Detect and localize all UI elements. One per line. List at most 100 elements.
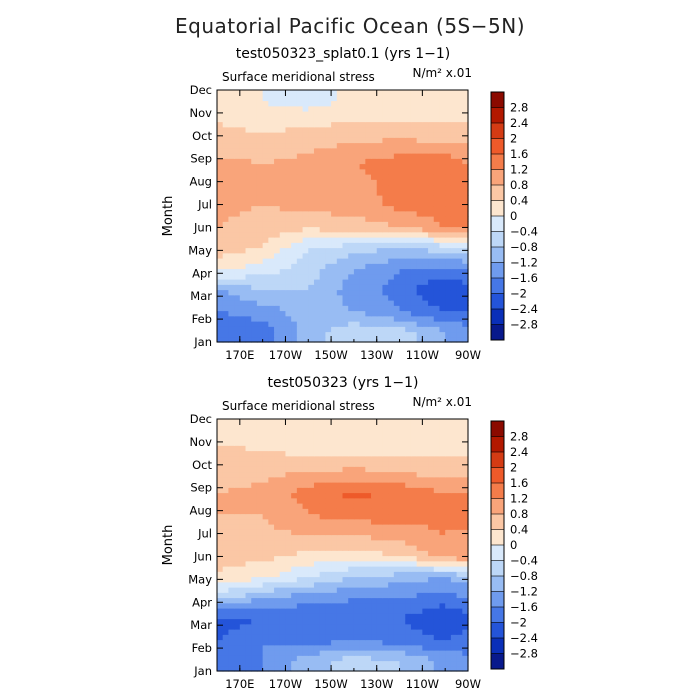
heatmap-cell [256, 195, 264, 201]
heatmap-cell [388, 90, 395, 96]
heatmap-cell [234, 189, 241, 196]
heatmap-cell [359, 597, 366, 604]
heatmap-cell [388, 179, 395, 186]
heatmap-cell [410, 331, 418, 338]
heatmap-cell [302, 305, 309, 312]
heatmap-cell [428, 555, 435, 562]
heatmap-cell [416, 440, 423, 446]
heatmap-cell [228, 242, 235, 249]
heatmap-cell [450, 252, 458, 259]
heatmap-cell [462, 550, 469, 557]
heatmap-cell [353, 137, 361, 144]
heatmap-cell [228, 608, 235, 614]
heatmap-cell [342, 492, 349, 499]
heatmap-cell [291, 592, 298, 599]
heatmap-cell [302, 95, 309, 102]
heatmap-cell [405, 247, 412, 254]
heatmap-cell [359, 419, 366, 425]
heatmap-cell [445, 608, 452, 614]
heatmap-cell [342, 587, 349, 593]
heatmap-cell [405, 195, 412, 201]
heatmap-cell [239, 602, 247, 609]
heatmap-cell [371, 665, 378, 672]
heatmap-cell [348, 137, 355, 144]
heatmap-cell [388, 305, 395, 312]
heatmap-cell [228, 252, 235, 259]
heatmap-cell [422, 163, 429, 170]
heatmap-cell [308, 179, 315, 186]
heatmap-cell [336, 132, 344, 138]
heatmap-cell [274, 168, 281, 175]
heatmap-cell [371, 336, 378, 343]
heatmap-cell [331, 466, 338, 473]
heatmap-cell [439, 184, 446, 191]
heatmap-cell [348, 434, 355, 441]
heatmap-cell [279, 200, 287, 207]
heatmap-cell [342, 247, 349, 254]
heatmap-cell [268, 518, 275, 525]
heatmap-cell [462, 95, 469, 102]
heatmap-cell [348, 147, 355, 154]
heatmap-cell [302, 639, 309, 646]
heatmap-cell [416, 336, 423, 343]
heatmap-cell [262, 252, 269, 259]
heatmap-cell [313, 592, 321, 599]
heatmap-cell [239, 168, 247, 175]
heatmap-cell [228, 105, 235, 112]
heatmap-cell [296, 529, 304, 536]
heatmap-cell [348, 450, 355, 457]
heatmap-cell [399, 158, 406, 165]
heatmap-cell [296, 247, 304, 254]
heatmap-cell [428, 137, 435, 144]
heatmap-cell [313, 539, 321, 546]
heatmap-cell [348, 231, 355, 238]
heatmap-cell [433, 592, 441, 599]
heatmap-cell [410, 231, 418, 238]
heatmap-cell [428, 608, 435, 614]
heatmap-cell [433, 571, 441, 578]
heatmap-cell [445, 497, 452, 504]
heatmap-cell [462, 571, 469, 578]
heatmap-cell [313, 534, 321, 541]
heatmap-cell [308, 100, 315, 107]
heatmap-cell [217, 450, 224, 457]
heatmap-cell [445, 221, 452, 228]
heatmap-cell [262, 524, 269, 530]
heatmap-cell [308, 252, 315, 259]
heatmap-cell [348, 581, 355, 588]
heatmap-cell [262, 321, 269, 327]
heatmap-cell [456, 336, 463, 343]
heatmap-cell [319, 231, 326, 238]
heatmap-cell [365, 247, 372, 254]
heatmap-cell [359, 305, 366, 312]
heatmap-cell [348, 216, 355, 222]
heatmap-cell [256, 466, 264, 473]
heatmap-cell [274, 518, 281, 525]
heatmap-cell [371, 273, 378, 280]
heatmap-cell [388, 132, 395, 138]
heatmap-cell [405, 655, 412, 662]
heatmap-cell [405, 587, 412, 593]
heatmap-cell [371, 560, 378, 567]
heatmap-cell [376, 242, 384, 249]
heatmap-cell [450, 639, 458, 646]
heatmap-cell [405, 237, 412, 243]
heatmap-cell [388, 424, 395, 431]
heatmap-cell [285, 434, 292, 441]
heatmap-cell [274, 508, 281, 515]
heatmap-cell [342, 518, 349, 525]
heatmap-cell [433, 142, 441, 149]
heatmap-cell [319, 205, 326, 212]
heatmap-cell [348, 424, 355, 431]
heatmap-cell [302, 231, 309, 238]
heatmap-cell [331, 602, 338, 609]
heatmap-cell [274, 111, 281, 117]
heatmap-cell [428, 623, 435, 630]
heatmap-cell [399, 476, 406, 483]
heatmap-cell [222, 147, 229, 154]
heatmap-cell [399, 200, 406, 207]
heatmap-cell [291, 618, 298, 625]
heatmap-cell [393, 179, 401, 186]
heatmap-cell [234, 618, 241, 625]
heatmap-cell [428, 200, 435, 207]
